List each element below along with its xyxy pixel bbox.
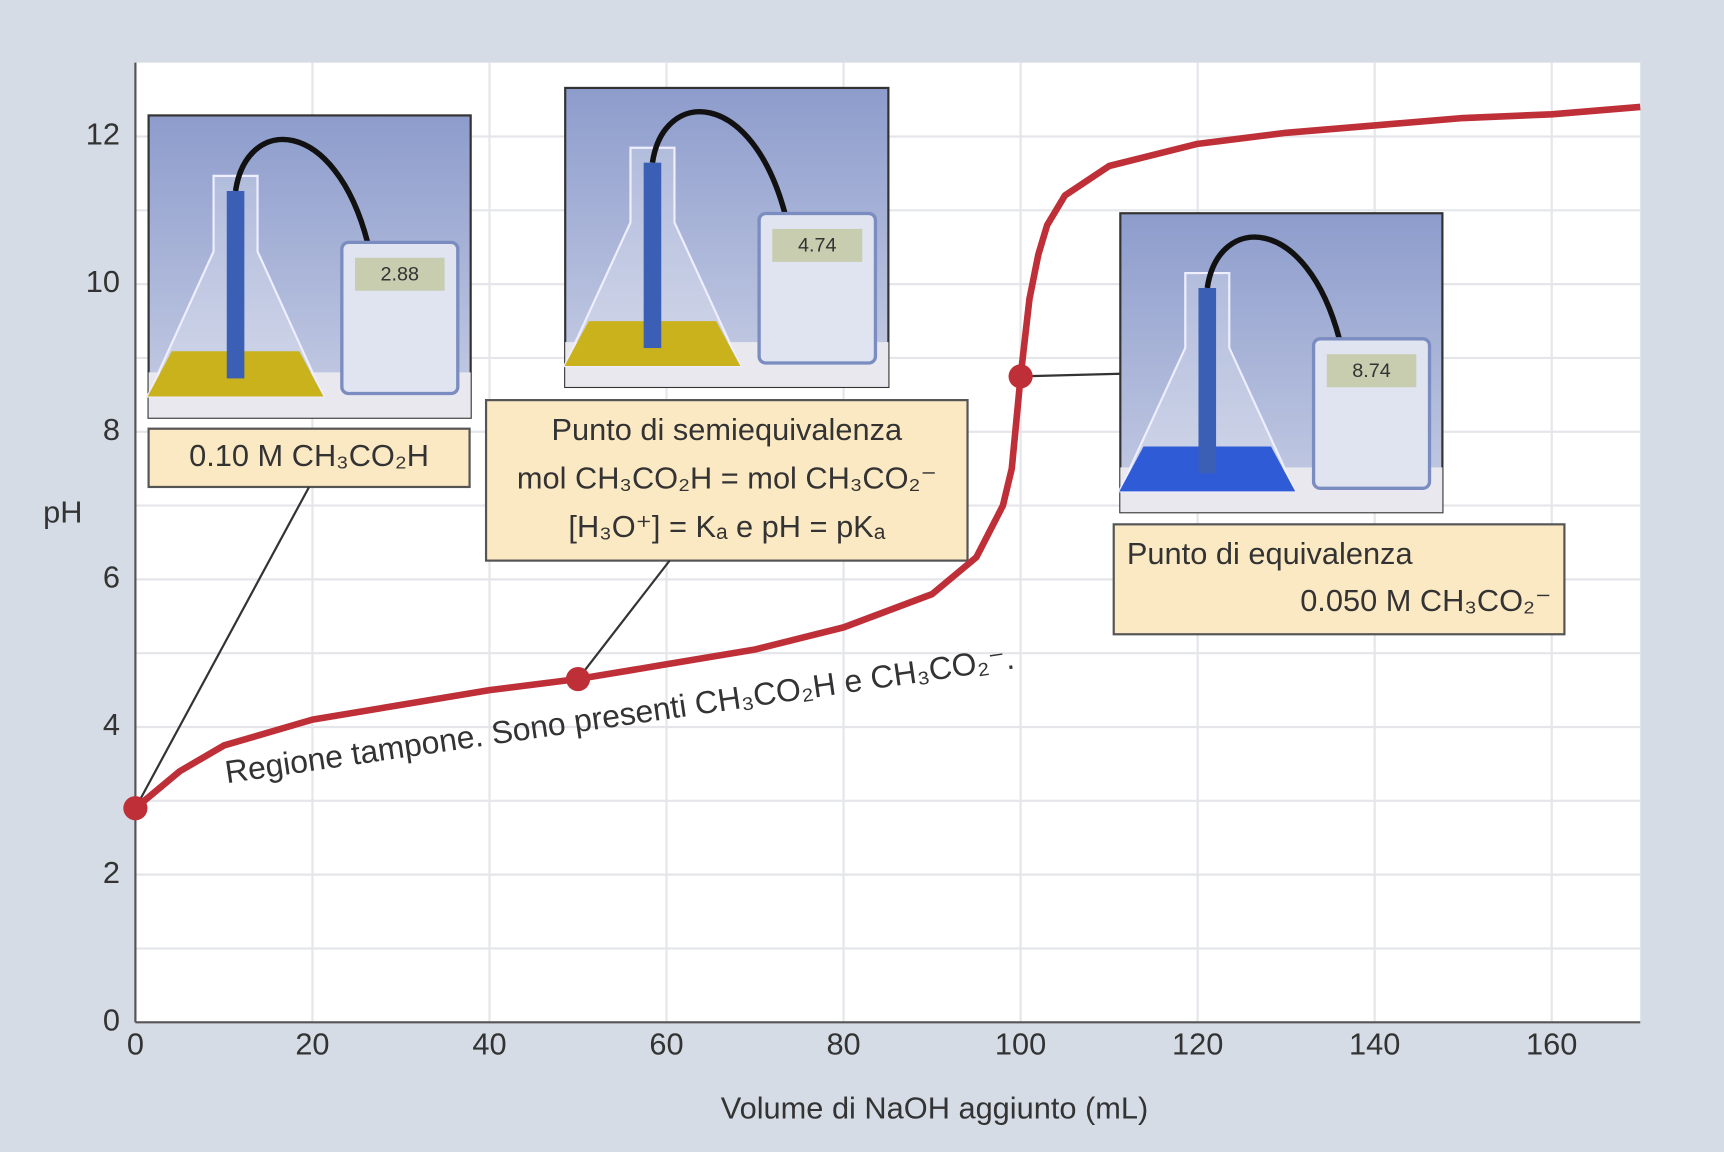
y-tick-label: 10 bbox=[86, 264, 120, 299]
meter-screen bbox=[772, 228, 863, 262]
connector bbox=[577, 559, 671, 680]
y-tick-label: 12 bbox=[86, 117, 120, 152]
electrode bbox=[1198, 288, 1217, 474]
meter-screen bbox=[355, 257, 445, 291]
x-tick-label: 120 bbox=[1172, 1027, 1223, 1062]
meter-readout: 2.88 bbox=[381, 264, 419, 286]
marker bbox=[1008, 364, 1033, 389]
y-axis-label: pH bbox=[43, 495, 82, 530]
x-tick-label: 40 bbox=[472, 1027, 506, 1062]
connector bbox=[134, 486, 311, 809]
connector bbox=[1020, 372, 1121, 378]
marker bbox=[565, 666, 591, 692]
annotation-box bbox=[1112, 523, 1566, 636]
annotation-box bbox=[147, 427, 471, 489]
annotation-text: mol CH₃CO₂H = mol CH₃CO₂⁻ bbox=[517, 460, 937, 495]
photo: 8.74 bbox=[1117, 212, 1444, 514]
x-tick-label: 80 bbox=[826, 1027, 860, 1062]
x-tick-label: 100 bbox=[995, 1027, 1046, 1062]
x-tick-label: 20 bbox=[295, 1027, 329, 1062]
y-tick-label: 0 bbox=[103, 1002, 120, 1037]
electrode bbox=[226, 190, 245, 379]
annotation-box bbox=[484, 399, 969, 562]
x-tick-label: 140 bbox=[1349, 1027, 1400, 1062]
cable bbox=[649, 109, 788, 215]
y-tick-label: 8 bbox=[103, 412, 120, 447]
photo: 4.74 bbox=[562, 86, 890, 389]
electrode bbox=[643, 162, 662, 349]
meter-readout: 4.74 bbox=[798, 235, 836, 257]
cable bbox=[1204, 234, 1342, 340]
photo: 2.88 bbox=[145, 114, 472, 419]
marker bbox=[123, 796, 148, 821]
x-tick-label: 160 bbox=[1526, 1027, 1577, 1062]
x-tick-label: 60 bbox=[649, 1027, 683, 1062]
meter-readout: 8.74 bbox=[1352, 360, 1390, 382]
annotation-text: [H₃O⁺] = Kₐ e pH = pKₐ bbox=[568, 509, 885, 544]
annotation-text: Punto di equivalenza bbox=[1127, 536, 1414, 571]
annotation-text: 0.10 M CH₃CO₂H bbox=[189, 438, 429, 473]
y-tick-label: 6 bbox=[103, 560, 120, 595]
x-axis-label: Volume di NaOH aggiunto (mL) bbox=[721, 1090, 1149, 1125]
y-tick-label: 2 bbox=[103, 855, 120, 890]
y-tick-label: 4 bbox=[103, 707, 120, 742]
line-series bbox=[133, 103, 1641, 811]
annotation-text: 0.050 M CH₃CO₂⁻ bbox=[1300, 583, 1551, 618]
x-tick-label: 0 bbox=[127, 1027, 144, 1062]
cable bbox=[232, 136, 371, 244]
annotation-text: Punto di semiequivalenza bbox=[551, 412, 902, 447]
meter-screen bbox=[1326, 354, 1417, 388]
